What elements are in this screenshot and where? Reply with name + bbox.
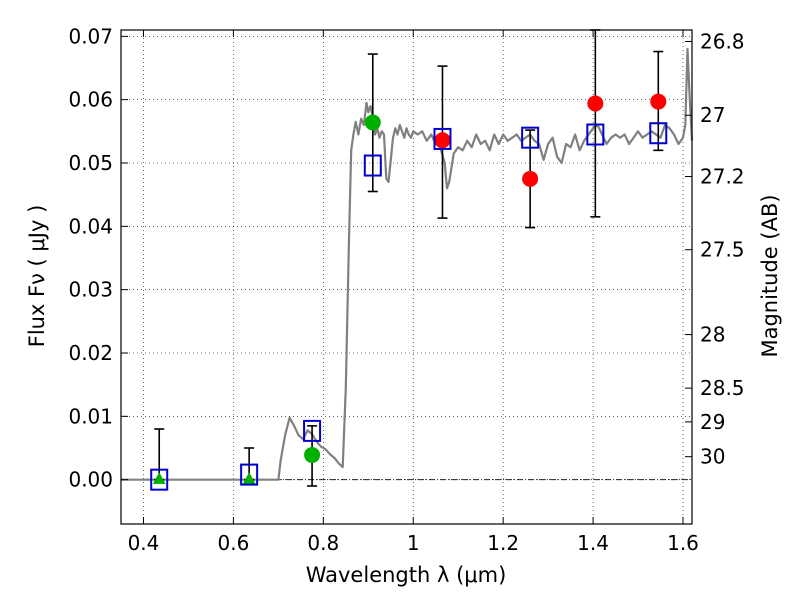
y2-tick-label: 28.5 [700, 376, 745, 400]
y-tick-label: 0.01 [68, 404, 113, 428]
y2-tick-label: 30 [700, 445, 725, 469]
y-tick-label: 0.05 [68, 151, 113, 175]
observed-point [650, 93, 667, 110]
model-point [586, 123, 605, 146]
observed-point [434, 132, 451, 149]
y-tick-label: 0.02 [68, 341, 113, 365]
observed-point-triangle [242, 472, 256, 484]
y2-tick-label: 29 [700, 410, 725, 434]
x-tick-label: 0.6 [217, 531, 249, 555]
x-tick-label: 1.4 [577, 531, 609, 555]
y-tick-label: 0.00 [68, 468, 113, 492]
y-tick-label: 0.04 [68, 214, 113, 238]
axis-ticks: 0.4 0.6 0.8 1 1.2 1.4 1.6 0.00 0.01 0.02 0.03 0.04 0… [68, 24, 744, 555]
y-tick-label: 0.06 [68, 88, 113, 112]
model-point [433, 127, 452, 150]
observed-point [304, 446, 321, 463]
grid-lines [121, 30, 692, 524]
x-tick-label: 1.6 [667, 531, 699, 555]
spectrum-line [121, 47, 694, 481]
model-point [303, 419, 322, 442]
model-point [150, 468, 169, 491]
x-tick-label: 1 [407, 531, 420, 555]
plot-area [121, 29, 694, 491]
y-tick-label: 0.07 [68, 24, 113, 48]
observed-point-triangle [152, 472, 166, 484]
plot-frame [120, 29, 693, 525]
y2-axis-label: Magnitude (AB) [758, 194, 782, 357]
y2-tick-label: 26.8 [700, 30, 745, 54]
observed-point [522, 170, 539, 187]
model-point [240, 463, 259, 486]
x-tick-label: 1.2 [487, 531, 519, 555]
y2-tick-label: 27 [700, 103, 725, 127]
x-axis-label: Wavelength λ (μm) [306, 563, 507, 587]
y2-tick-label: 27.5 [700, 238, 745, 262]
observed-point [364, 114, 381, 131]
model-point [649, 122, 668, 145]
y-tick-label: 0.03 [68, 278, 113, 302]
y2-tick-label: 27.2 [700, 165, 745, 189]
model-point [363, 154, 382, 177]
x-tick-label: 0.4 [128, 531, 160, 555]
observed-point [587, 95, 604, 112]
y2-tick-label: 28 [700, 323, 725, 347]
y-axis-label: Flux Fν ( μJy ) [25, 205, 49, 348]
x-tick-label: 0.8 [307, 531, 339, 555]
model-point [521, 126, 540, 149]
